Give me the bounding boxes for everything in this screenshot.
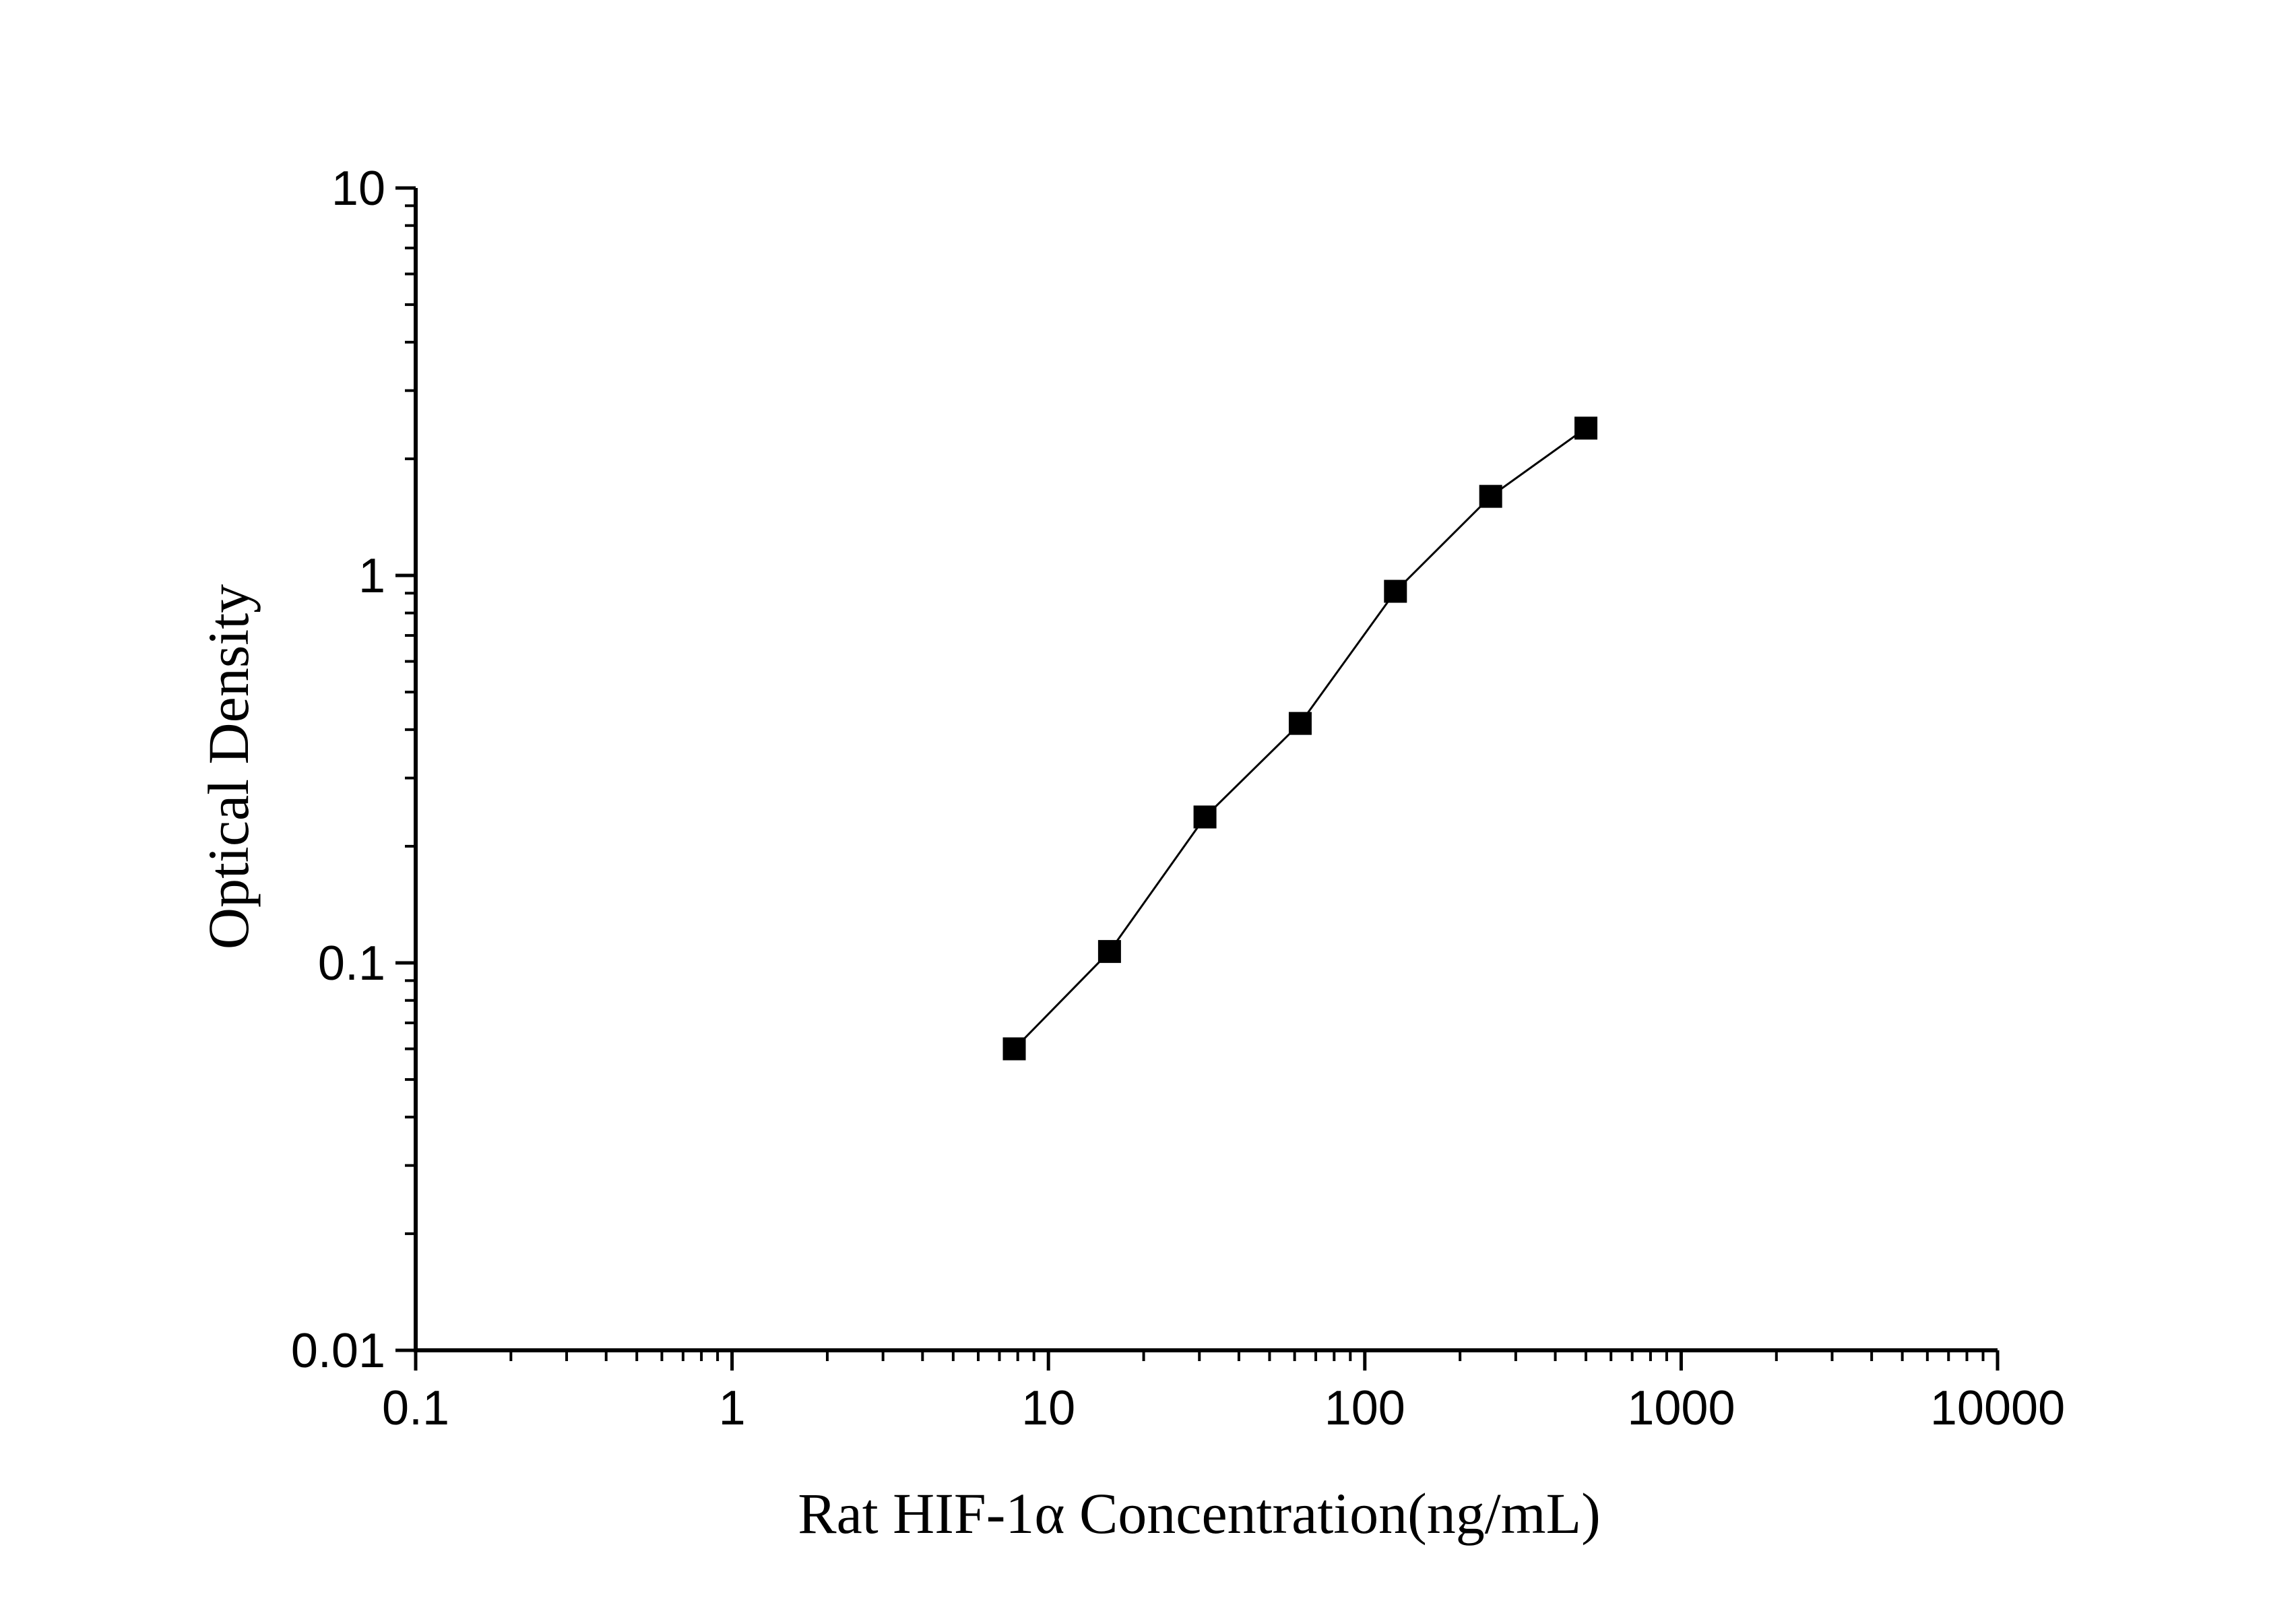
y-tick-label: 0.1 — [318, 937, 385, 991]
x-axis-title: Rat HIF-1α Concentration(ng/mL) — [798, 1481, 1601, 1546]
data-point-marker — [1479, 484, 1502, 508]
data-point-marker — [1574, 416, 1598, 440]
x-tick-label: 10 — [1021, 1381, 1075, 1435]
data-point-marker — [1193, 805, 1217, 829]
ticks — [395, 186, 2000, 1371]
x-tick-label: 1000 — [1627, 1381, 1735, 1435]
x-tick-label: 100 — [1325, 1381, 1405, 1435]
data-point-marker — [1384, 579, 1407, 603]
axes — [414, 188, 1998, 1352]
series-markers — [1002, 416, 1598, 1061]
x-tick-label: 10000 — [1930, 1381, 2065, 1435]
data-point-marker — [1002, 1037, 1026, 1061]
data-point-marker — [1097, 940, 1121, 964]
y-tick-label: 0.01 — [291, 1324, 385, 1378]
y-axis-title: Optical Density — [196, 584, 261, 949]
data-point-marker — [1288, 712, 1312, 735]
y-tick-label: 10 — [331, 162, 385, 216]
y-tick-label: 1 — [358, 549, 385, 603]
x-tick-label: 1 — [719, 1381, 746, 1435]
x-tick-label: 0.1 — [382, 1381, 449, 1435]
